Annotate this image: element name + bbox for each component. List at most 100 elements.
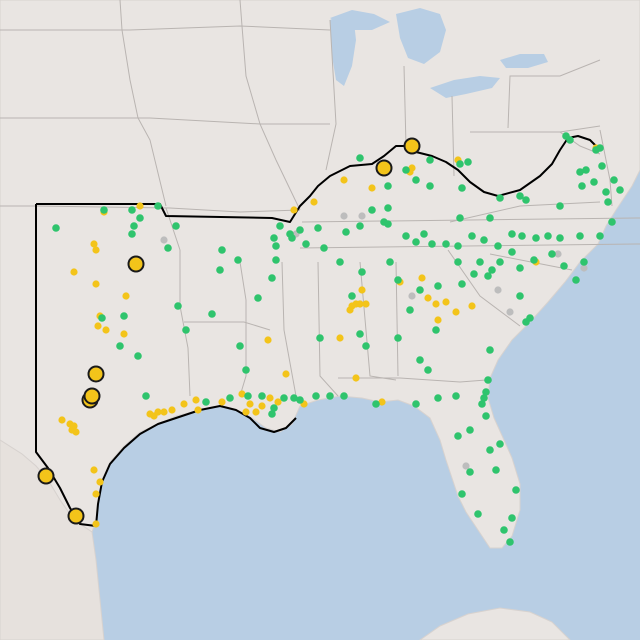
green-marker[interactable] bbox=[598, 162, 606, 170]
large-yellow-marker[interactable] bbox=[37, 467, 55, 485]
yellow-marker[interactable] bbox=[258, 402, 266, 410]
green-marker[interactable] bbox=[474, 510, 482, 518]
green-marker[interactable] bbox=[496, 440, 504, 448]
green-marker[interactable] bbox=[458, 280, 466, 288]
green-marker[interactable] bbox=[394, 276, 402, 284]
green-marker[interactable] bbox=[468, 232, 476, 240]
green-marker[interactable] bbox=[270, 234, 278, 242]
green-marker[interactable] bbox=[276, 222, 284, 230]
yellow-marker[interactable] bbox=[70, 422, 78, 430]
green-marker[interactable] bbox=[286, 230, 294, 238]
yellow-marker[interactable] bbox=[274, 398, 282, 406]
yellow-marker[interactable] bbox=[408, 164, 416, 172]
green-marker[interactable] bbox=[596, 232, 604, 240]
green-marker[interactable] bbox=[128, 206, 136, 214]
green-marker[interactable] bbox=[384, 204, 392, 212]
green-marker[interactable] bbox=[596, 144, 604, 152]
yellow-marker[interactable] bbox=[238, 390, 246, 398]
yellow-marker[interactable] bbox=[90, 466, 98, 474]
green-marker[interactable] bbox=[174, 302, 182, 310]
yellow-marker[interactable] bbox=[180, 400, 188, 408]
green-marker[interactable] bbox=[578, 182, 586, 190]
gray-marker[interactable] bbox=[494, 286, 502, 294]
green-marker[interactable] bbox=[482, 388, 490, 396]
green-marker[interactable] bbox=[522, 196, 530, 204]
green-marker[interactable] bbox=[312, 392, 320, 400]
green-marker[interactable] bbox=[218, 246, 226, 254]
green-marker[interactable] bbox=[482, 412, 490, 420]
green-marker[interactable] bbox=[486, 214, 494, 222]
green-marker[interactable] bbox=[516, 264, 524, 272]
green-marker[interactable] bbox=[428, 240, 436, 248]
green-marker[interactable] bbox=[412, 176, 420, 184]
gray-marker[interactable] bbox=[580, 264, 588, 272]
green-marker[interactable] bbox=[380, 218, 388, 226]
green-marker[interactable] bbox=[508, 248, 516, 256]
yellow-marker[interactable] bbox=[424, 294, 432, 302]
green-marker[interactable] bbox=[604, 198, 612, 206]
yellow-marker[interactable] bbox=[282, 370, 290, 378]
green-marker[interactable] bbox=[572, 276, 580, 284]
yellow-marker[interactable] bbox=[246, 400, 254, 408]
yellow-marker[interactable] bbox=[96, 478, 104, 486]
yellow-marker[interactable] bbox=[434, 316, 442, 324]
green-marker[interactable] bbox=[496, 258, 504, 266]
large-yellow-marker[interactable] bbox=[127, 255, 145, 273]
green-marker[interactable] bbox=[426, 182, 434, 190]
green-marker[interactable] bbox=[384, 182, 392, 190]
yellow-marker[interactable] bbox=[94, 322, 102, 330]
yellow-marker[interactable] bbox=[418, 274, 426, 282]
green-marker[interactable] bbox=[544, 232, 552, 240]
green-marker[interactable] bbox=[464, 158, 472, 166]
green-marker[interactable] bbox=[208, 310, 216, 318]
green-marker[interactable] bbox=[496, 194, 504, 202]
green-marker[interactable] bbox=[582, 166, 590, 174]
green-marker[interactable] bbox=[476, 258, 484, 266]
green-marker[interactable] bbox=[52, 224, 60, 232]
green-marker[interactable] bbox=[566, 136, 574, 144]
yellow-marker[interactable] bbox=[58, 416, 66, 424]
green-marker[interactable] bbox=[478, 400, 486, 408]
green-marker[interactable] bbox=[456, 214, 464, 222]
green-marker[interactable] bbox=[130, 222, 138, 230]
gray-marker[interactable] bbox=[340, 212, 348, 220]
yellow-marker[interactable] bbox=[168, 406, 176, 414]
yellow-marker[interactable] bbox=[92, 246, 100, 254]
green-marker[interactable] bbox=[530, 256, 538, 264]
green-marker[interactable] bbox=[268, 410, 276, 418]
green-marker[interactable] bbox=[434, 282, 442, 290]
green-marker[interactable] bbox=[412, 238, 420, 246]
green-marker[interactable] bbox=[134, 352, 142, 360]
green-marker[interactable] bbox=[454, 258, 462, 266]
yellow-marker[interactable] bbox=[336, 334, 344, 342]
green-marker[interactable] bbox=[358, 268, 366, 276]
green-marker[interactable] bbox=[560, 262, 568, 270]
yellow-marker[interactable] bbox=[452, 308, 460, 316]
yellow-marker[interactable] bbox=[368, 184, 376, 192]
yellow-marker[interactable] bbox=[154, 408, 162, 416]
green-marker[interactable] bbox=[532, 234, 540, 242]
yellow-marker[interactable] bbox=[252, 408, 260, 416]
green-marker[interactable] bbox=[340, 392, 348, 400]
green-marker[interactable] bbox=[608, 218, 616, 226]
green-marker[interactable] bbox=[402, 166, 410, 174]
green-marker[interactable] bbox=[466, 426, 474, 434]
green-marker[interactable] bbox=[576, 168, 584, 176]
green-marker[interactable] bbox=[508, 514, 516, 522]
gray-marker[interactable] bbox=[408, 292, 416, 300]
green-marker[interactable] bbox=[452, 392, 460, 400]
green-marker[interactable] bbox=[512, 486, 520, 494]
yellow-marker[interactable] bbox=[72, 428, 80, 436]
yellow-marker[interactable] bbox=[92, 490, 100, 498]
green-marker[interactable] bbox=[242, 366, 250, 374]
green-marker[interactable] bbox=[226, 394, 234, 402]
green-marker[interactable] bbox=[164, 244, 172, 252]
green-marker[interactable] bbox=[136, 214, 144, 222]
green-marker[interactable] bbox=[420, 230, 428, 238]
large-yellow-marker[interactable] bbox=[403, 137, 421, 155]
green-marker[interactable] bbox=[576, 232, 584, 240]
green-marker[interactable] bbox=[128, 230, 136, 238]
green-marker[interactable] bbox=[182, 326, 190, 334]
